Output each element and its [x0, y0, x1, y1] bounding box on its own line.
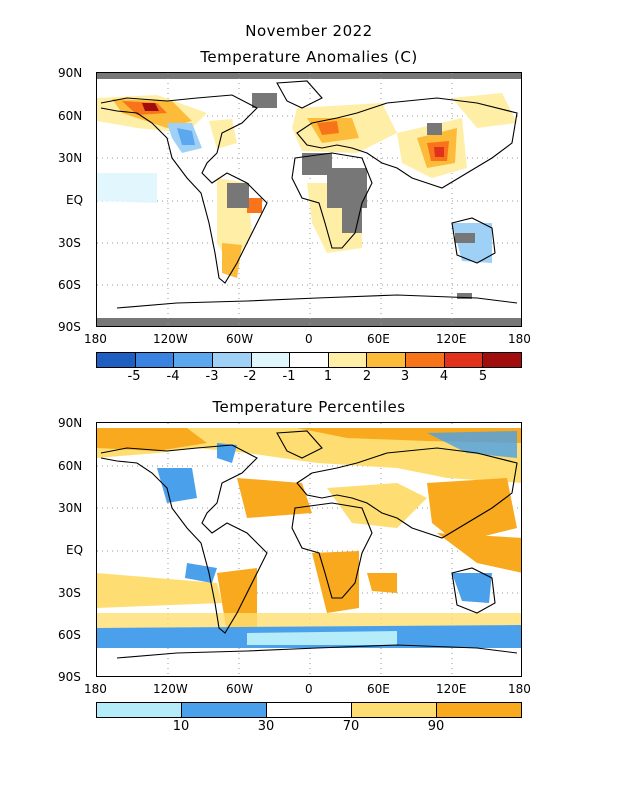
colorbar-swatch [182, 703, 267, 717]
colorbar-swatch [328, 353, 368, 367]
lon-label: 60W [226, 682, 254, 696]
lat-label: 60S [58, 628, 81, 642]
colorbar-swatch [212, 353, 252, 367]
lat-label: 30N [58, 151, 83, 165]
percentile-map-title: Temperature Percentiles [212, 398, 406, 416]
colorbar-label: 3 [400, 369, 410, 384]
lon-label: 60E [367, 332, 390, 346]
colorbar-label: 70 [342, 719, 360, 734]
anomaly-map-canvas [97, 73, 521, 326]
colorbar-swatch [367, 353, 407, 367]
colorbar-label: -1 [282, 369, 296, 384]
percentile-fields [97, 428, 521, 648]
colorbar-label: 2 [362, 369, 372, 384]
colorbar-swatch [97, 353, 136, 367]
colorbar-label: 5 [478, 369, 488, 384]
colorbar-swatch [97, 703, 182, 717]
lat-label: 30N [58, 501, 83, 515]
colorbar-swatch [406, 353, 445, 367]
colorbar-swatch [174, 353, 213, 367]
lon-label: 60W [226, 332, 254, 346]
lat-label: 30S [58, 586, 81, 600]
colorbar-swatch [290, 353, 329, 367]
lon-label: 120W [153, 332, 188, 346]
colorbar-label: -2 [243, 369, 257, 384]
lon-label: 0 [305, 332, 313, 346]
missing-data-patches [227, 93, 475, 299]
lat-label: 90S [58, 320, 81, 334]
missing-data-band-south [97, 318, 521, 326]
lat-label: 90N [58, 416, 83, 430]
colorbar-label: 90 [427, 719, 445, 734]
colorbar-swatch [352, 703, 437, 717]
lon-label: 180 [508, 682, 531, 696]
colorbar-label: 1 [323, 369, 333, 384]
lat-label: 60N [58, 459, 83, 473]
lat-label: EQ [66, 543, 84, 557]
colorbar-label: -5 [127, 369, 141, 384]
percentile-map [96, 422, 522, 677]
colorbar-swatch [251, 353, 291, 367]
lon-label: 180 [508, 332, 531, 346]
colorbar-swatch [135, 353, 175, 367]
colorbar-label: -3 [205, 369, 219, 384]
anomaly-map [96, 72, 522, 327]
colorbar-label: 4 [439, 369, 449, 384]
percentile-map-canvas [97, 423, 521, 676]
missing-data-band-north [97, 73, 521, 79]
lat-label: 60N [58, 109, 83, 123]
lon-label: 0 [305, 682, 313, 696]
figure-title: November 2022 [245, 22, 373, 40]
colorbar-label: -4 [166, 369, 180, 384]
colorbar-swatch [444, 353, 484, 367]
lon-label: 180 [84, 332, 107, 346]
colorbar-swatch [267, 703, 352, 717]
percentile-colorbar [96, 702, 522, 718]
lat-label: EQ [66, 193, 84, 207]
colorbar-label: 10 [172, 719, 190, 734]
anomaly-fields [97, 93, 517, 278]
lon-label: 120W [153, 682, 188, 696]
colorbar-label: 30 [257, 719, 275, 734]
lat-label: 90N [58, 66, 83, 80]
colorbar-swatch [437, 703, 521, 717]
lon-label: 120E [436, 682, 467, 696]
lon-label: 60E [367, 682, 390, 696]
lat-label: 60S [58, 278, 81, 292]
anomaly-colorbar [96, 352, 522, 368]
anomaly-map-title: Temperature Anomalies (C) [200, 48, 418, 66]
lon-label: 120E [436, 332, 467, 346]
lat-label: 30S [58, 236, 81, 250]
coastlines [100, 430, 518, 659]
lat-label: 90S [58, 670, 81, 684]
lon-label: 180 [84, 682, 107, 696]
coastlines [100, 80, 518, 309]
colorbar-swatch [483, 353, 522, 367]
